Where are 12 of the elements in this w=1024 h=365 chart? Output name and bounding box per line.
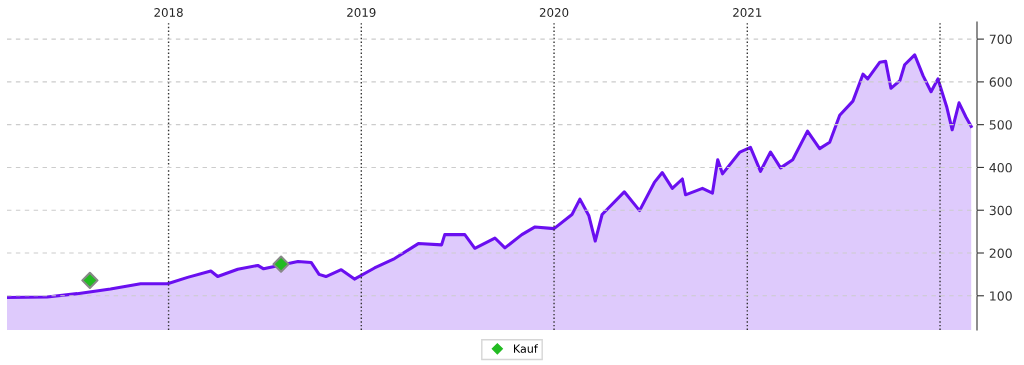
x-tick-label: 2021: [733, 8, 762, 17]
y-tick-label: 700: [989, 34, 1012, 45]
y-tick-label: 100: [990, 291, 1012, 301]
y-tick-label: 600: [989, 77, 1012, 87]
x-tick-label: 2019: [347, 8, 376, 17]
x-tick-label: 2020: [539, 8, 569, 17]
x-tick-label: 2018: [154, 8, 183, 17]
legend-label: Kauf: [514, 344, 538, 353]
y-tick-label: 300: [989, 205, 1012, 216]
y-tick-label: 200: [989, 248, 1012, 258]
y-tick-label: 400: [989, 162, 1012, 173]
y-tick-label: 500: [989, 120, 1012, 130]
